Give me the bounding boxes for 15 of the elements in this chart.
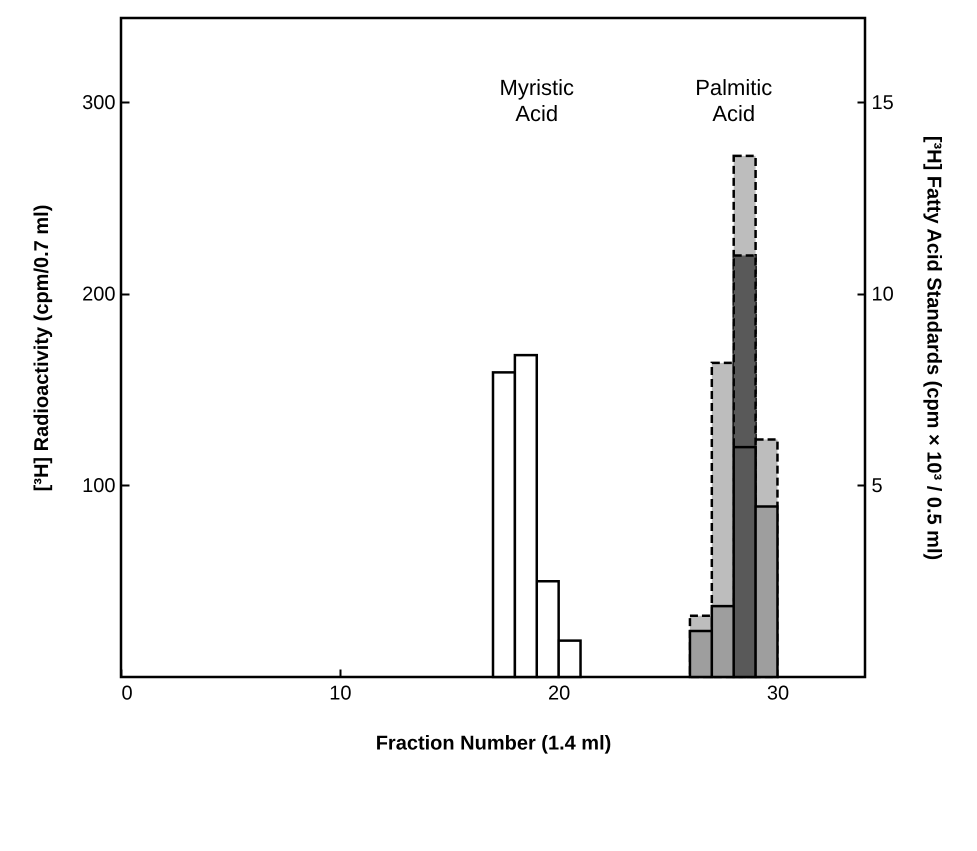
y-tick-label: 100 xyxy=(82,474,116,497)
y2-tick-label: 5 xyxy=(872,474,883,497)
y2-tick-label: 10 xyxy=(872,283,894,306)
annotation: Palmitic Acid xyxy=(695,75,772,126)
annotation: Myristic Acid xyxy=(499,75,574,126)
x-tick-label: 20 xyxy=(548,682,570,704)
y-axis-title: [³H] Radioactivity (cpm/0.7 ml) xyxy=(31,204,54,492)
x-tick-label: 10 xyxy=(329,682,352,704)
y2-tick-label: 15 xyxy=(872,92,894,114)
x-tick-label: 30 xyxy=(766,682,790,704)
x-axis-title: Fraction Number (1.4 ml) xyxy=(376,732,612,754)
y2-axis-title: [³H] Fatty Acid Standards (cpm × 10³ / 0.5 ml) xyxy=(922,136,945,560)
y-tick-label: 200 xyxy=(82,283,116,306)
y-tick-label: 300 xyxy=(82,92,116,114)
x-tick-label: 0 xyxy=(122,682,133,704)
